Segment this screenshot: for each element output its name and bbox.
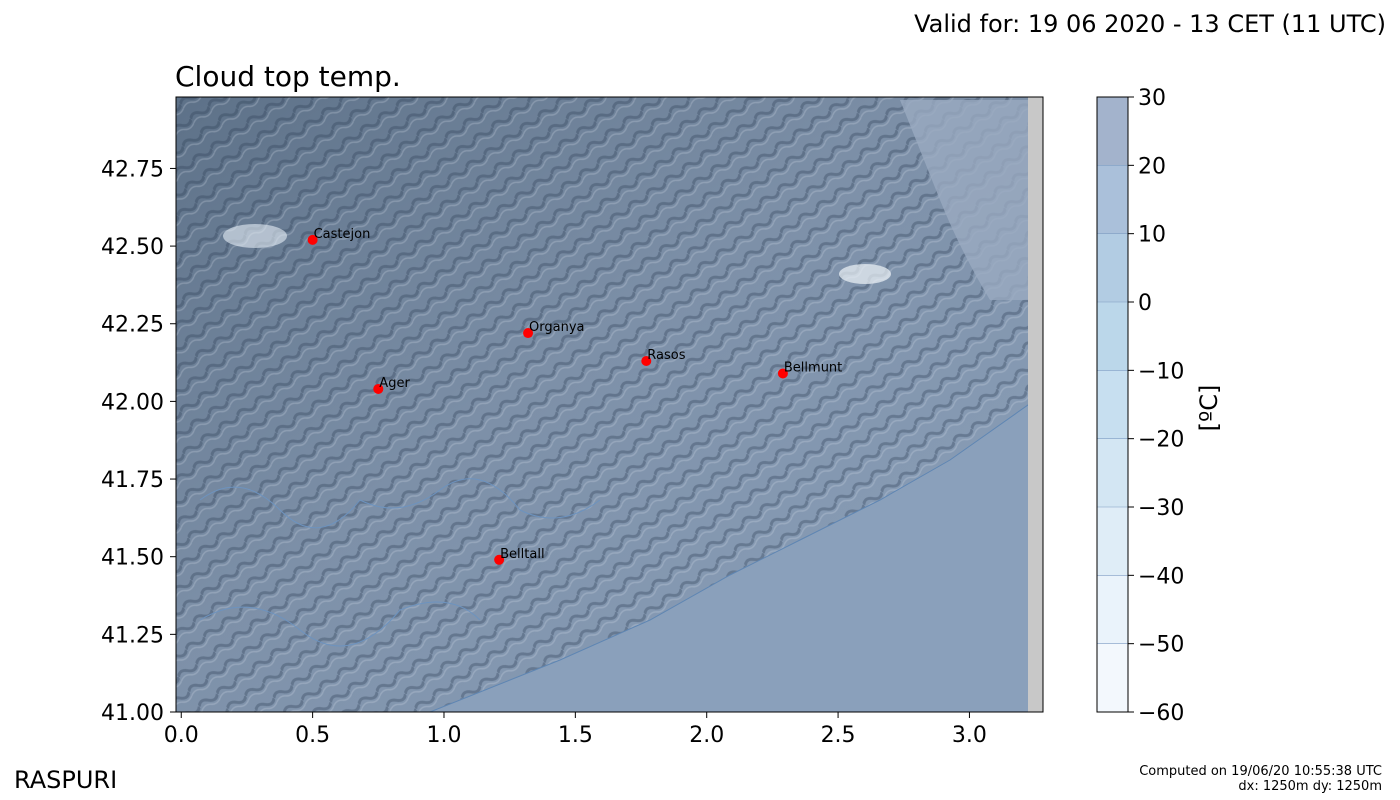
colorbar: 30 20 10 0 −10 −20 −30 −40 −50 −60 [1096,86,1184,726]
cloud-patch [223,224,287,248]
colorbar-bands [1097,97,1128,712]
colorbar-frame [1096,96,1129,713]
colorbar-tick-label: −50 [1138,633,1184,658]
x-tick-label: 1.5 [558,723,593,748]
colorbar-tick-label: 10 [1138,223,1166,248]
x-tick-label: 2.5 [821,723,856,748]
station-marker [494,554,505,565]
colorbar-tick-label: −60 [1138,701,1184,726]
x-axis: 0.0 0.5 1.0 1.5 2.0 2.5 3.0 [164,712,987,748]
sea-area [430,400,1043,712]
upper-right-flat-area [900,100,1043,300]
y-tick-label: 41.25 [101,623,164,648]
colorbar-band [1097,370,1128,439]
y-axis: 41.00 41.25 41.50 41.75 42.00 42.25 42.50 42.75 [101,157,176,726]
valid-for-label: Valid for: 19 06 2020 - 13 CET (11 UTC) [914,10,1386,38]
station-marker [777,368,788,379]
station-label: Organya [529,320,584,335]
y-tick-label: 42.50 [101,235,164,260]
y-tick-label: 42.00 [101,390,164,415]
station-marker [307,234,318,245]
station-marker [641,356,652,367]
coastline [429,399,1036,712]
colorbar-tick-label: 30 [1138,86,1166,111]
computed-info: Computed on 19/06/20 10:55:38 UTC dx: 12… [1139,764,1382,794]
station-label: Castejon [314,227,371,242]
colorbar-unit-label: [ºC] [1195,384,1223,432]
x-tick-label: 0.5 [295,723,330,748]
station-label: Bellmunt [784,360,842,375]
station-marker [523,328,534,339]
colorbar-band [1097,575,1128,644]
colorbar-tick-label: 0 [1138,291,1152,316]
colorbar-tick-label: −20 [1138,428,1184,453]
y-tick-label: 41.00 [101,701,164,726]
colorbar-band [1097,233,1128,302]
station-label: Rasos [647,348,685,363]
y-tick-label: 42.25 [101,313,164,338]
no-data-edge [1028,97,1043,712]
x-tick-label: 3.0 [952,723,987,748]
temperature-contour [199,478,601,529]
y-tick-label: 42.75 [101,157,164,182]
colorbar-band [1097,507,1128,576]
grid-resolution: dx: 1250m dy: 1250m [1238,779,1382,794]
station-points-layer: Castejon Organya Rasos Ager Bellmunt Belltall [307,227,842,565]
y-tick-label: 41.50 [101,546,164,571]
station-label: Belltall [500,547,544,562]
colorbar-band [1097,438,1128,507]
colorbar-ticks: 30 20 10 0 −10 −20 −30 −40 −50 −60 [1128,86,1184,726]
colorbar-band [1097,302,1128,371]
map-title: Cloud top temp. [175,60,401,93]
colorbar-band [1097,643,1128,712]
plot-frame [175,96,1044,713]
map-plot-area: Castejon Organya Rasos Ager Bellmunt Belltall [176,97,1043,712]
colorbar-band [1097,97,1128,166]
station-label: Ager [379,376,410,391]
station-marker [373,383,384,394]
colorbar-tick-label: −10 [1138,359,1184,384]
computed-timestamp: Computed on 19/06/20 10:55:38 UTC [1139,764,1382,779]
y-tick-label: 41.75 [101,468,164,493]
colorbar-band [1097,165,1128,234]
x-tick-label: 2.0 [689,723,724,748]
cloud-patch [839,264,891,284]
brand-label: RASPURI [14,766,118,794]
colorbar-tick-label: 20 [1138,154,1166,179]
x-tick-label: 1.0 [426,723,461,748]
colorbar-tick-label: −40 [1138,564,1184,589]
x-tick-label: 0.0 [164,723,199,748]
colorbar-tick-label: −30 [1138,496,1184,521]
temperature-contour [199,601,481,647]
